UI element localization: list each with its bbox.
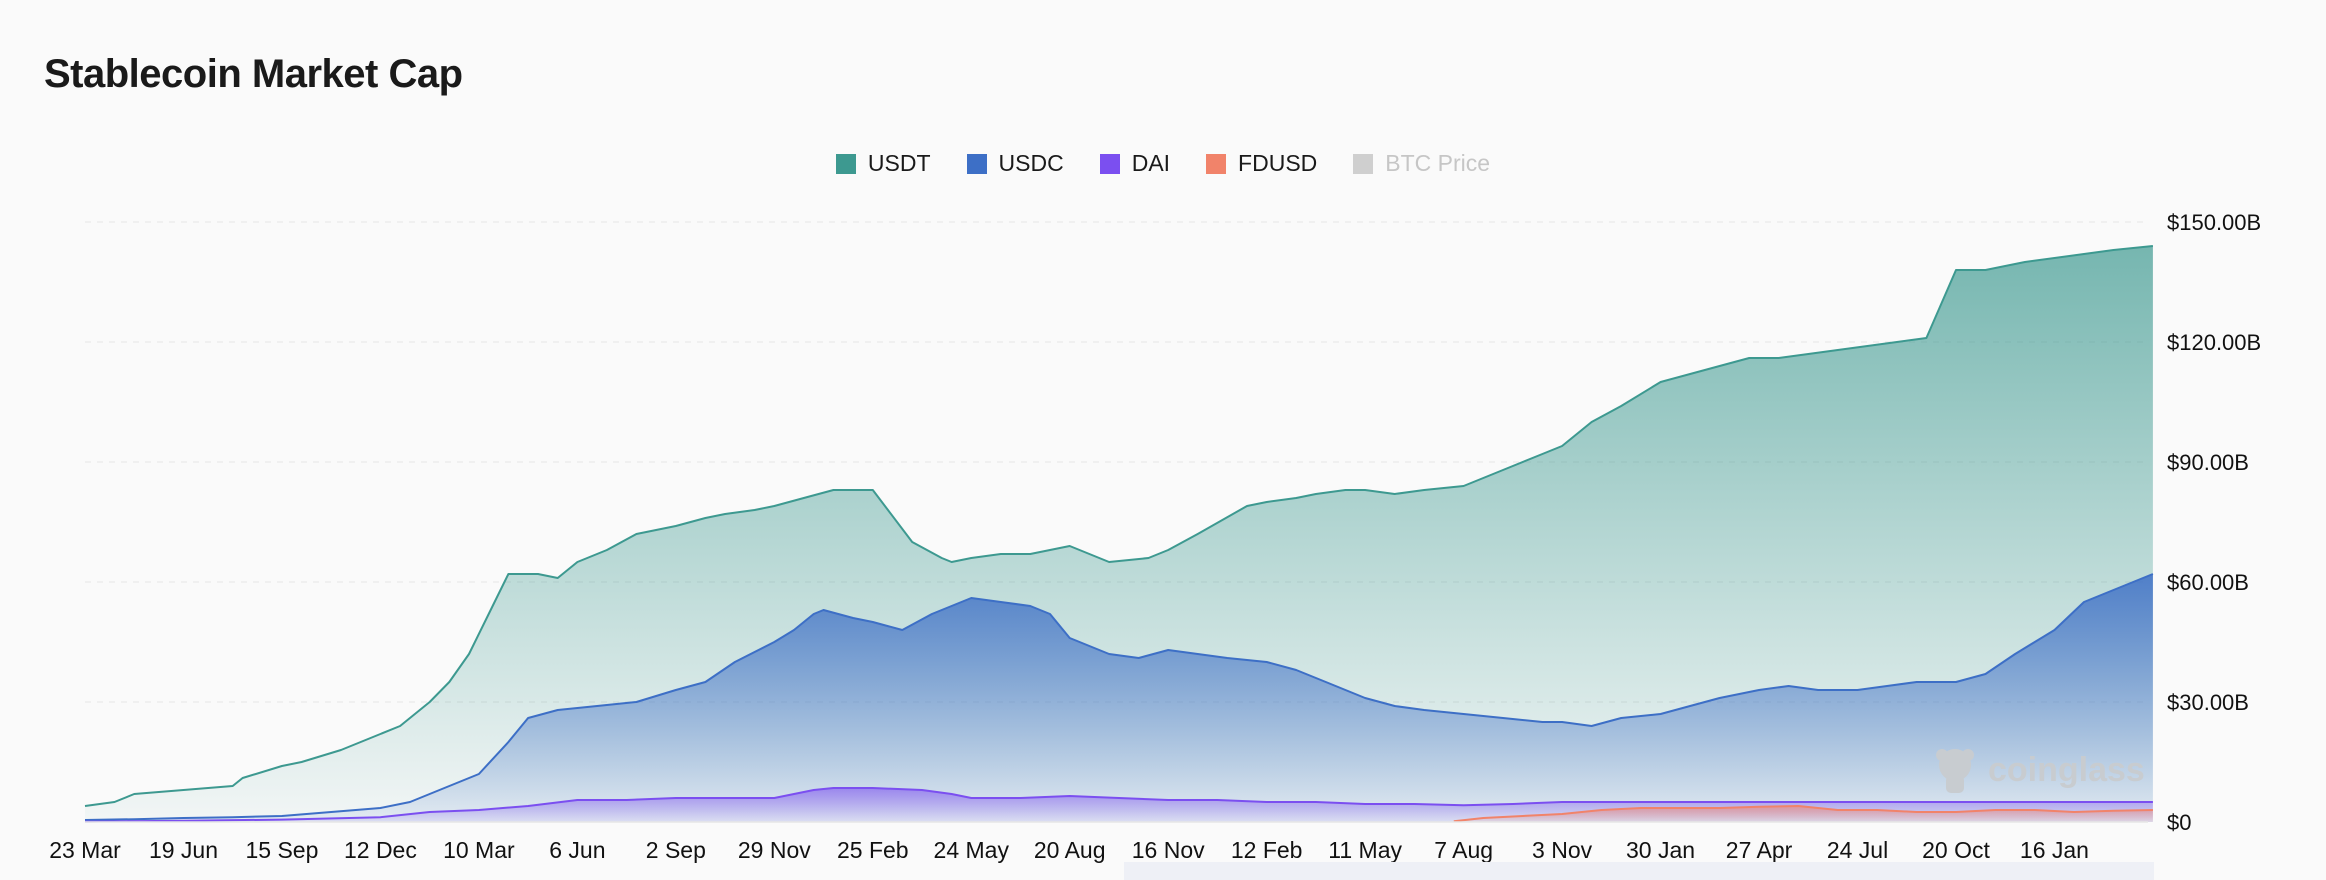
x-tick-label: 29 Nov [738,837,811,863]
series-area-usdt [85,246,2153,822]
x-tick-label: 2 Sep [646,837,706,863]
y-tick-label: $30.00B [2167,690,2249,715]
x-tick-label: 20 Oct [1922,837,1990,863]
x-tick-label: 30 Jan [1626,837,1695,863]
watermark-text: coinglass [1988,750,2145,789]
legend-label-btc-price: BTC Price [1385,150,1491,176]
series-line-usdt [84,245,2154,807]
x-tick-label: 16 Jan [2020,837,2089,863]
x-tick-label: 10 Mar [443,837,515,863]
legend-label-usdc: USDC [998,150,1064,176]
y-tick-label: $60.00B [2167,570,2249,595]
x-tick-label: 7 Aug [1434,837,1493,863]
watermark: coinglass [1932,745,2145,795]
legend-item-dai[interactable]: DAI [1099,150,1171,177]
coinglass-logo-icon [1936,749,1974,793]
x-tick-label: 3 Nov [1532,837,1593,863]
y-tick-label: $90.00B [2167,450,2249,475]
legend-swatch-usdc [966,153,987,174]
x-tick-label: 12 Dec [344,837,417,863]
x-tick-label: 24 May [934,837,1010,863]
x-tick-label: 24 Jul [1827,837,1888,863]
y-tick-label: $0 [2167,810,2191,835]
legend-swatch-dai [1099,153,1120,174]
chart-title: Stablecoin Market Cap [44,52,463,96]
legend-label-fdusd: FDUSD [1238,150,1318,176]
y-tick-label: $150.00B [2167,210,2261,235]
x-tick-label: 19 Jun [149,837,218,863]
legend-item-fdusd[interactable]: FDUSD [1206,150,1317,177]
legend-swatch-usdt [835,153,856,174]
x-tick-label: 25 Feb [837,837,909,863]
legend-label-dai: DAI [1131,150,1171,176]
scroll-strip[interactable] [1124,862,2154,880]
x-tick-label: 15 Sep [245,837,318,863]
x-tick-label: 16 Nov [1132,837,1205,863]
legend-label-usdt: USDT [867,150,931,176]
series-area-fdusd [1453,806,2153,822]
x-tick-label: 6 Jun [549,837,605,863]
x-tick-label: 27 Apr [1726,837,1793,863]
x-tick-label: 23 Mar [49,837,121,863]
legend-item-usdt[interactable]: USDT [835,150,931,177]
series-line-fdusd [1453,805,2153,823]
legend-item-usdc[interactable]: USDC [966,150,1064,177]
x-tick-label: 12 Feb [1231,837,1303,863]
legend-swatch-fdusd [1206,153,1227,174]
legend: USDT USDC DAI FDUSD BTC Price [0,150,2326,177]
series-line-dai [84,787,2153,823]
series-line-usdc [84,573,2154,821]
y-tick-label: $120.00B [2167,330,2261,355]
series-area-usdc [85,574,2153,822]
x-tick-label: 11 May [1328,837,1402,863]
legend-item-btc-price[interactable]: BTC Price [1353,150,1490,177]
x-tick-label: 20 Aug [1034,837,1106,863]
legend-swatch-btc-price [1353,153,1374,174]
